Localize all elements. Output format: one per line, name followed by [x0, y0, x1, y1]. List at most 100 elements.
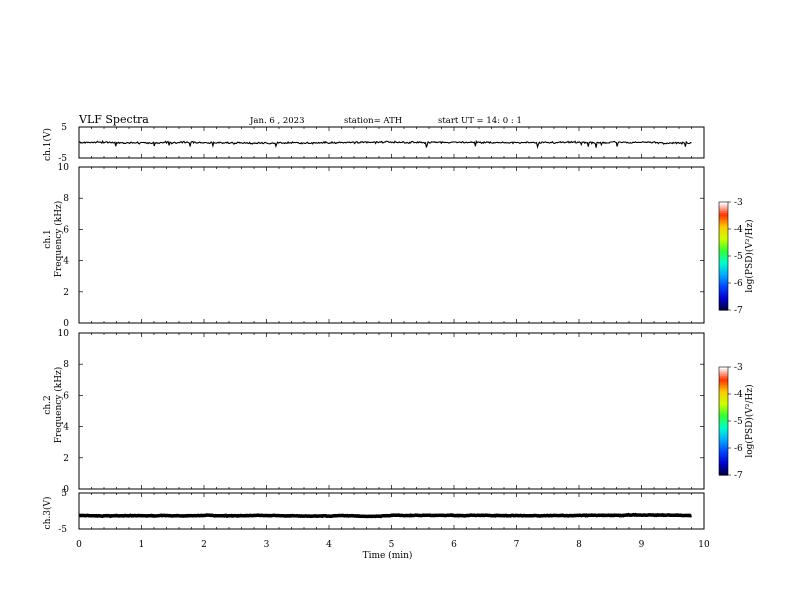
colorbar-swatch — [719, 261, 728, 264]
colorbar-swatch — [719, 455, 728, 458]
colorbar-swatch — [719, 290, 728, 293]
colorbar-swatch — [719, 299, 728, 302]
colorbar-swatch — [719, 245, 728, 248]
ch1-waveform-ylabel-line: ch.1(V) — [42, 128, 53, 161]
colorbar-swatch — [719, 448, 728, 451]
colorbar-swatch — [719, 263, 728, 266]
colorbar-swatch — [719, 451, 728, 454]
colorbar-swatch — [719, 256, 728, 259]
colorbar-swatch — [719, 433, 728, 436]
colorbar-swatch — [719, 259, 728, 262]
ch1-spectrogram-ylabel-line: ch.1 — [43, 229, 53, 248]
y-tick-label: 2 — [63, 454, 69, 464]
colorbar-swatch — [719, 283, 728, 286]
y-tick-label: 0 — [63, 485, 69, 495]
colorbar-tick-label: -6 — [734, 444, 743, 454]
colorbar-swatch — [719, 442, 728, 445]
colorbar-swatch — [719, 292, 728, 295]
colorbar-swatch — [719, 374, 728, 377]
colorbar-swatch — [719, 410, 728, 413]
colorbar-swatch — [719, 422, 728, 426]
y-tick-label: -5 — [58, 154, 67, 164]
ch2-spectrogram-frame — [78, 332, 705, 490]
colorbar-swatch — [719, 415, 728, 418]
colorbar-swatch — [719, 394, 728, 397]
colorbar-swatch — [719, 229, 728, 232]
colorbar-swatch — [719, 270, 728, 273]
colorbar-swatch — [719, 268, 728, 271]
x-tick-label: 3 — [264, 540, 270, 550]
x-tick-label: 2 — [201, 540, 207, 550]
colorbar-swatch — [719, 473, 728, 476]
colorbar-swatch — [719, 395, 728, 399]
colorbar-swatch — [719, 254, 728, 257]
colorbar-swatch — [719, 302, 728, 306]
colorbar-swatch — [719, 413, 728, 417]
colorbar-swatch — [719, 446, 728, 449]
colorbar-swatch — [719, 435, 728, 438]
colorbar-swatch — [719, 301, 728, 304]
colorbar-tick-label: -4 — [734, 390, 743, 400]
colorbar-tick-label: -3 — [734, 363, 743, 373]
colorbar-swatch — [719, 297, 728, 300]
colorbar-tick-label: -5 — [734, 417, 743, 427]
colorbar-swatch — [719, 419, 728, 422]
colorbar-swatch — [719, 265, 728, 268]
station-label: station= ATH — [344, 116, 402, 126]
colorbar-swatch — [719, 464, 728, 467]
colorbar-tick-label: -4 — [734, 225, 743, 235]
colorbar-tick-label: -3 — [734, 198, 743, 208]
colorbar-swatch — [719, 214, 728, 217]
colorbar-swatch — [719, 212, 728, 216]
colorbar-swatch — [719, 252, 728, 255]
y-tick-label: 10 — [58, 329, 70, 339]
colorbar-swatch — [719, 257, 728, 261]
x-tick-label: 9 — [639, 540, 645, 550]
ch1-spectrogram-ylabel-line: Frequency (kHz) — [53, 201, 64, 278]
x-tick-label: 7 — [514, 540, 520, 550]
colorbar-swatch — [719, 239, 728, 243]
colorbar-swatch — [719, 202, 728, 205]
ch1-spectrogram-frame — [78, 166, 705, 324]
colorbar-swatch — [719, 275, 728, 279]
date-label: Jan. 6 , 2023 — [249, 116, 305, 126]
y-tick-label: 6 — [63, 391, 69, 401]
ch2-spectrogram-panel: 0 2 4 6 8 10 ch.2Frequency (kHz) — [43, 329, 705, 495]
colorbar-swatch — [719, 430, 728, 433]
x-tick-label: 6 — [451, 540, 457, 550]
x-tick-label: 0 — [76, 540, 82, 550]
colorbar-swatch — [719, 428, 728, 431]
colorbar-swatch — [719, 466, 728, 469]
colorbar-swatch — [719, 272, 728, 275]
colorbar-swatch — [719, 457, 728, 460]
colorbar-tick-label: -5 — [734, 252, 743, 262]
colorbar-swatch — [719, 230, 728, 234]
colorbar-swatch — [719, 471, 728, 474]
colorbar-swatch — [719, 426, 728, 429]
colorbar-swatch — [719, 406, 728, 409]
colorbar-swatch — [719, 453, 728, 456]
y-tick-label: 4 — [63, 423, 69, 433]
colorbar-swatch — [719, 225, 728, 228]
colorbar-swatch — [719, 462, 728, 465]
ch3-waveform-ylabel: ch.3(V) — [42, 497, 53, 530]
y-tick-label: 4 — [63, 257, 69, 267]
ch3-waveform-ylabel-line: ch.3(V) — [42, 497, 53, 530]
y-tick-label: 0 — [63, 319, 69, 329]
figure-title: VLF Spectra — [78, 113, 149, 126]
colorbar-swatch — [719, 372, 728, 375]
colorbar-swatch — [719, 397, 728, 400]
colorbar-swatch — [719, 220, 728, 223]
colorbar-swatch — [719, 207, 728, 210]
colorbar-swatch — [719, 223, 728, 226]
x-axis-label: Time (min) — [363, 550, 413, 561]
colorbar-swatch — [719, 232, 728, 235]
colorbar-swatch — [719, 236, 728, 239]
y-tick-label: 8 — [63, 360, 69, 370]
ch2-colorbar: -3 -4 -5 -6 -7 log(PSD)(V²/Hz) — [718, 363, 755, 481]
colorbar-swatch — [719, 286, 728, 289]
colorbar-swatch — [719, 368, 728, 372]
ch3-waveform-panel: 5 -5 ch.3(V) 0 1 2 3 4 5 6 7 8 9 10 Time (min) — [42, 489, 710, 561]
colorbar-swatch — [719, 440, 728, 444]
